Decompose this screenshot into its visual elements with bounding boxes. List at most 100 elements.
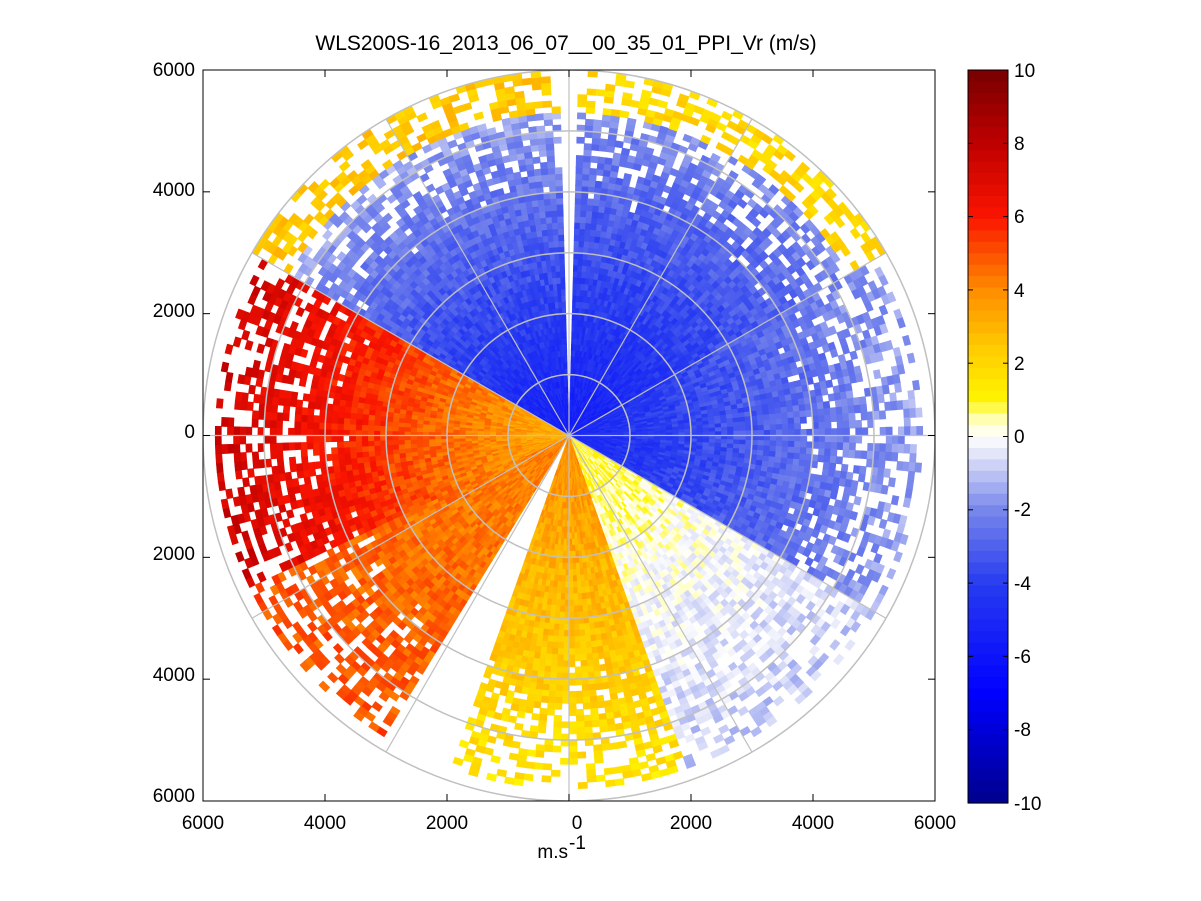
velocity-cell — [857, 473, 866, 483]
velocity-cell — [774, 407, 782, 415]
velocity-cell — [848, 449, 856, 459]
velocity-cell — [578, 240, 585, 248]
velocity-cell — [610, 109, 621, 117]
velocity-cell — [845, 390, 854, 400]
velocity-cell — [881, 384, 890, 395]
velocity-cell — [792, 458, 800, 467]
velocity-cell — [830, 414, 838, 423]
velocity-cell — [781, 446, 789, 454]
velocity-cell — [903, 417, 911, 428]
velocity-cell — [788, 429, 796, 436]
velocity-cell — [878, 410, 887, 420]
velocity-cell — [879, 426, 887, 436]
velocity-cell — [604, 83, 616, 92]
velocity-cell — [793, 452, 801, 461]
velocity-cell — [602, 108, 613, 116]
velocity-cell — [721, 435, 728, 440]
velocity-cell — [575, 155, 585, 163]
velocity-cell — [584, 118, 595, 127]
velocity-cell — [822, 461, 831, 471]
velocity-cell — [877, 393, 885, 404]
velocity-cell — [860, 450, 868, 460]
velocity-cell — [575, 161, 584, 169]
velocity-cell — [794, 429, 802, 436]
velocity-cell — [823, 455, 831, 464]
velocity-cell — [593, 119, 603, 127]
velocity-cell — [799, 447, 807, 455]
velocity-cell — [714, 419, 722, 425]
velocity-cell — [595, 88, 606, 97]
velocity-cell — [763, 429, 771, 436]
velocity-cell — [872, 369, 882, 380]
velocity-cell — [696, 424, 704, 430]
velocity-cell — [666, 429, 674, 434]
velocity-cell — [757, 424, 765, 431]
velocity-cell — [702, 427, 710, 433]
velocity-cell — [577, 100, 587, 108]
velocity-cell — [782, 429, 789, 436]
velocity-cell — [853, 404, 862, 414]
velocity-cell — [817, 408, 825, 417]
velocity-cell — [572, 295, 577, 303]
velocity-cell — [769, 435, 777, 442]
velocity-cell — [793, 416, 801, 425]
velocity-cell — [781, 440, 789, 448]
velocity-cell — [573, 228, 581, 236]
velocity-cell — [890, 452, 899, 462]
velocity-cell — [768, 413, 777, 421]
velocity-cell — [590, 155, 599, 164]
velocity-cell — [798, 404, 806, 412]
velocity-cell — [824, 421, 832, 430]
velocity-cell — [843, 427, 850, 436]
velocity-cell — [589, 167, 598, 176]
velocity-cell — [774, 451, 783, 459]
velocity-cell — [793, 446, 801, 455]
velocity-cell — [780, 451, 789, 459]
velocity-cell — [572, 276, 578, 284]
velocity-cell — [855, 435, 863, 444]
velocity-cell — [623, 172, 633, 182]
velocity-cell — [596, 162, 606, 171]
velocity-cell — [848, 420, 856, 429]
velocity-cell — [897, 443, 905, 454]
velocity-cell — [817, 415, 826, 423]
velocity-cell — [829, 490, 838, 500]
velocity-cell — [575, 167, 584, 175]
velocity-cell — [830, 442, 838, 450]
velocity-cell — [583, 149, 592, 157]
velocity-cell — [787, 452, 795, 460]
velocity-cell — [799, 453, 807, 461]
velocity-cell — [684, 428, 692, 433]
velocity-cell — [762, 450, 771, 457]
velocity-cell — [583, 143, 593, 151]
velocity-cell — [835, 456, 844, 465]
velocity-cell — [848, 442, 856, 451]
velocity-cell — [690, 428, 698, 433]
velocity-cell — [906, 479, 915, 491]
velocity-cell — [781, 423, 789, 431]
velocity-cell — [907, 389, 916, 401]
velocity-cell — [884, 451, 893, 462]
velocity-cell — [896, 400, 904, 411]
velocity-cell — [890, 400, 898, 411]
velocity-cell — [574, 209, 582, 217]
velocity-cell — [745, 430, 753, 436]
velocity-cell — [588, 180, 597, 188]
velocity-cell — [763, 435, 771, 442]
velocity-cell — [769, 440, 777, 447]
velocity-cell — [800, 441, 808, 449]
velocity-cell — [914, 462, 923, 473]
velocity-cell — [586, 198, 595, 206]
velocity-cell — [626, 117, 637, 127]
velocity-cell — [580, 203, 588, 212]
velocity-cell — [745, 444, 753, 451]
velocity-cell — [581, 179, 590, 187]
velocity-cell — [623, 80, 635, 89]
velocity-cell — [733, 426, 741, 432]
velocity-cell — [902, 461, 910, 472]
velocity-cell — [834, 399, 843, 408]
velocity-cell — [733, 439, 741, 445]
velocity-cell — [875, 475, 884, 486]
velocity-cell — [763, 445, 771, 452]
velocity-cell — [836, 427, 844, 436]
